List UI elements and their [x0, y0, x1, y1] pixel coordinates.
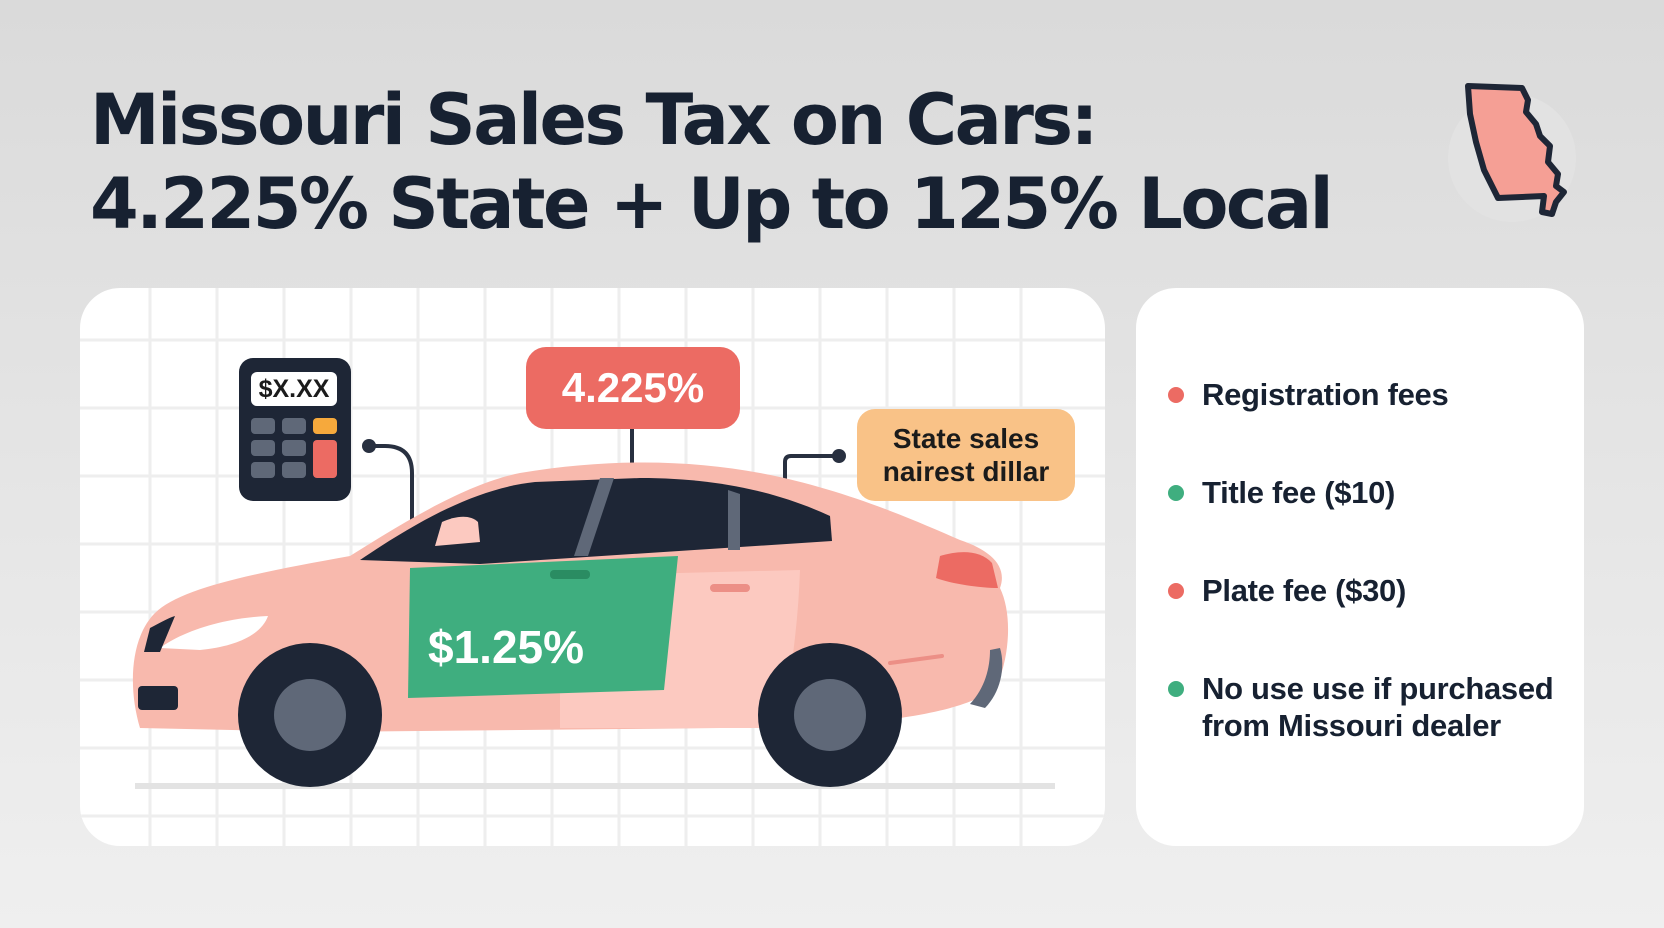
list-item-label: Title fee ($10) — [1202, 475, 1396, 510]
calculator-display: $X.XX — [251, 372, 337, 406]
list-item-line-1: No use use if purchased — [1202, 671, 1554, 706]
red-bullet-icon — [1168, 387, 1184, 403]
state-sales-tag-line-2: nairest dillar — [882, 456, 1050, 487]
title-line-1: Missouri Sales Tax on Cars: — [90, 79, 1099, 161]
list-item: No use use if purchased from Missouri de… — [1168, 670, 1564, 744]
state-sales-tag: State sales nairest dillar — [857, 409, 1075, 501]
missouri-map-icon — [1440, 78, 1580, 228]
list-item-line-2: from Missouri dealer — [1202, 708, 1501, 743]
page-title: Missouri Sales Tax on Cars: 4.225% State… — [90, 78, 1334, 246]
state-rate-tag: 4.225% — [526, 347, 740, 429]
car-illustration-card — [80, 288, 1105, 846]
list-item: Registration fees — [1168, 376, 1564, 413]
red-bullet-icon — [1168, 583, 1184, 599]
list-item: Title fee ($10) — [1168, 474, 1564, 511]
state-sales-tag-line-1: State sales — [892, 423, 1040, 454]
list-item: Plate fee ($30) — [1168, 572, 1564, 609]
car-illustration — [80, 288, 1105, 846]
title-line-2: 4.225% State + Up to 125% Local — [90, 163, 1334, 245]
door-tax-label: $1.25% — [428, 621, 585, 673]
list-item-label: Registration fees — [1202, 377, 1449, 412]
sedan-car-icon — [132, 462, 1009, 787]
list-item-label: Plate fee ($30) — [1202, 573, 1406, 608]
fees-list-card: Registration fees Title fee ($10) Plate … — [1136, 288, 1584, 846]
green-bullet-icon — [1168, 485, 1184, 501]
list-item-label: No use use if purchased from Missouri de… — [1202, 670, 1554, 744]
green-bullet-icon — [1168, 681, 1184, 697]
